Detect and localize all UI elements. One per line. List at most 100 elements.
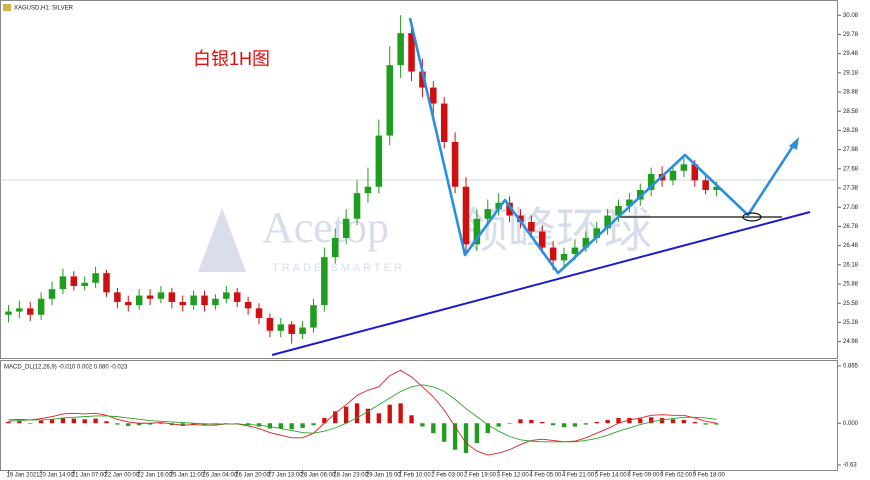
candle-body xyxy=(299,327,306,334)
macd-line xyxy=(8,369,717,456)
macd-bar xyxy=(463,423,469,454)
y-tick-label: 27.08 xyxy=(843,205,859,211)
macd-bar xyxy=(115,423,120,425)
x-tick-label: 21 Jan 07:00 xyxy=(72,473,107,479)
macd-bar xyxy=(540,421,545,424)
candle-body xyxy=(538,231,546,248)
macd-bar xyxy=(71,418,76,424)
y-tick-label: 26.78 xyxy=(843,224,859,230)
macd-bar xyxy=(387,404,392,424)
candle-body xyxy=(582,237,590,248)
macd-bar xyxy=(529,419,534,424)
candle-body xyxy=(168,292,176,302)
candle-body xyxy=(103,273,110,293)
x-tick-label: 4 Feb 21:00 xyxy=(562,473,595,479)
x-tick-label: 26 Jan 20:00 xyxy=(235,473,270,479)
price-frame xyxy=(0,0,838,359)
candle-body xyxy=(244,301,252,309)
macd-bar xyxy=(638,418,643,424)
candle-body xyxy=(81,282,88,286)
candle-body xyxy=(353,193,361,219)
macd-bar xyxy=(311,423,316,426)
macd-bar xyxy=(703,423,708,425)
candle-body xyxy=(549,247,557,261)
candle-body xyxy=(179,301,187,306)
macd-bar xyxy=(681,419,687,424)
candle-body xyxy=(713,186,720,190)
y-tick-label: 0.000 xyxy=(843,421,859,427)
macd-bar xyxy=(158,423,164,424)
macd-bar xyxy=(420,423,425,427)
candle-body xyxy=(5,311,12,315)
candle-body xyxy=(669,170,677,181)
candle-body xyxy=(571,247,579,254)
macd-line xyxy=(8,384,717,443)
macd-bar xyxy=(49,419,55,424)
macd-bar xyxy=(507,423,512,424)
x-tick-label: 4 Feb 05:00 xyxy=(529,473,562,479)
macd-bar xyxy=(485,423,490,434)
candle-body xyxy=(408,33,415,72)
candle-body xyxy=(223,292,230,299)
macd-bar xyxy=(343,406,349,424)
macd-bar xyxy=(496,423,501,427)
x-tick-label: 8 Feb 09:00 xyxy=(627,473,660,479)
macd-bar xyxy=(627,417,632,424)
y-tick-label: -0.63 xyxy=(843,463,857,469)
y-tick-label: 27.98 xyxy=(843,147,859,153)
candle-body xyxy=(560,253,568,261)
candle-body xyxy=(517,215,524,222)
macd-bar xyxy=(365,408,371,424)
candle-body xyxy=(92,273,99,283)
x-tick-label: 2 Feb 03:00 xyxy=(431,473,464,479)
candle-body xyxy=(702,180,709,190)
candle-body xyxy=(266,317,274,331)
macd-bar xyxy=(300,423,305,428)
x-tick-label: 22 Jan 00:00 xyxy=(104,473,139,479)
chart-title: XAGUSD,H1: SILVER xyxy=(14,6,74,12)
candle-body xyxy=(484,209,492,219)
candle-body xyxy=(430,87,437,104)
macd-bar xyxy=(572,423,578,427)
y-tick-label: 25.88 xyxy=(843,282,859,288)
annotations xyxy=(271,17,811,356)
macd-title: MACD_DL(12,26,9) -0.010 0.002 0.080 -0.0… xyxy=(4,365,128,371)
x-tick-label: 27 Jan 13:00 xyxy=(268,473,303,479)
y-tick-label: 29.48 xyxy=(843,51,859,57)
macd-bar xyxy=(104,421,109,424)
candle-body xyxy=(59,276,67,290)
macd-frame xyxy=(0,360,838,471)
candle-body xyxy=(397,33,404,66)
macd-bar xyxy=(649,417,654,424)
macd-bar xyxy=(616,417,621,424)
macd-bar xyxy=(38,420,44,424)
macd-bar xyxy=(561,423,567,428)
macd-bar xyxy=(692,421,697,424)
candle-body xyxy=(48,289,56,299)
y-tick-label: 24.98 xyxy=(843,339,859,345)
y-tick-label: 25.58 xyxy=(843,301,859,307)
candle-body xyxy=(637,189,644,200)
y-tick-label: 28.58 xyxy=(843,109,859,115)
candle-body xyxy=(419,71,426,88)
macd-bar xyxy=(6,421,11,424)
macd-bar xyxy=(354,403,360,424)
x-tick-label: 9 Feb 02:00 xyxy=(660,473,693,479)
candle-body xyxy=(473,218,481,245)
candle-body xyxy=(440,103,448,142)
candle-body xyxy=(16,308,23,312)
candle-body xyxy=(37,298,45,315)
candle-body xyxy=(277,324,285,331)
macd-bar xyxy=(289,423,294,430)
candle-body xyxy=(506,202,513,216)
candle-body xyxy=(233,292,241,302)
x-tick-label: 25 Jan 11:00 xyxy=(170,473,205,479)
x-tick-label: 1 Feb 10:00 xyxy=(399,473,432,479)
candle-body xyxy=(157,292,165,299)
macd-bar xyxy=(136,423,142,426)
macd-bar xyxy=(93,418,98,424)
macd-bar xyxy=(594,421,599,424)
macd-bar xyxy=(518,419,523,424)
macd-bar xyxy=(583,423,589,425)
